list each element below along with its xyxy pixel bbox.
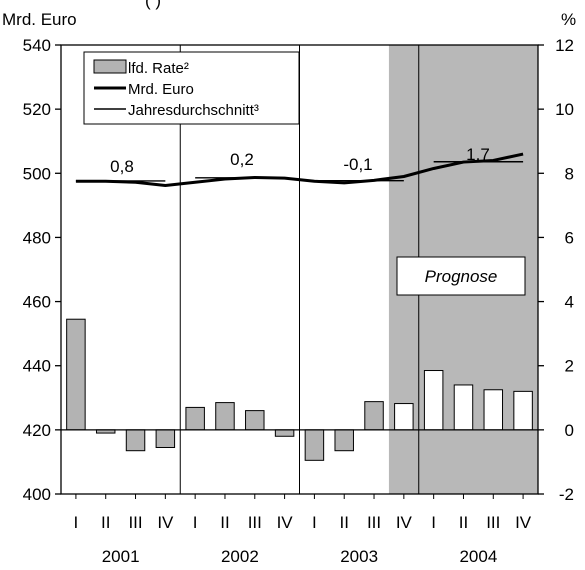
bar — [125, 429, 146, 452]
bar — [453, 384, 474, 431]
bar — [483, 389, 504, 431]
bar — [364, 401, 384, 431]
quarter-label: IV — [157, 513, 174, 532]
bar — [155, 429, 176, 448]
year-label: 2002 — [221, 547, 259, 566]
right-tick-label: 10 — [555, 100, 574, 119]
right-tick-label: 0 — [565, 421, 574, 440]
plot-frame — [60, 44, 539, 495]
quarter-label: II — [339, 513, 348, 532]
legend-label-average: Jahresdurchschnitt³ — [128, 102, 259, 119]
quarter-label: IV — [515, 513, 532, 532]
left-tick-label: 400 — [23, 485, 51, 504]
forecast-label-box — [396, 256, 526, 296]
quarter-label: III — [367, 513, 381, 532]
right-tick-label: 2 — [565, 357, 574, 376]
left-tick-label: 540 — [23, 36, 51, 55]
annotation-rate: 0,8 — [110, 157, 134, 176]
quarter-label: I — [193, 513, 198, 532]
series-line-mrd-euro — [75, 152, 524, 187]
right-axis-unit: % — [561, 10, 576, 29]
bar — [215, 402, 235, 431]
quarter-label: II — [459, 513, 468, 532]
annotation-rate: 1,7 — [466, 145, 490, 164]
year-label: 2003 — [340, 547, 378, 566]
right-tick-label: 12 — [555, 36, 574, 55]
bar — [334, 429, 354, 452]
quarter-label: IV — [277, 513, 294, 532]
legend-label-mrd: Mrd. Euro — [128, 81, 194, 98]
bar — [66, 318, 86, 431]
quarter-label: III — [248, 513, 262, 532]
right-tick-label: 4 — [565, 293, 574, 312]
quarter-label: III — [128, 513, 142, 532]
quarter-label: I — [74, 513, 79, 532]
quarter-label: III — [486, 513, 500, 532]
left-tick-label: 520 — [23, 100, 51, 119]
year-label: 2004 — [459, 547, 497, 566]
bar — [274, 429, 295, 437]
annotation-rate: 0,2 — [230, 150, 254, 169]
quarter-label: II — [220, 513, 229, 532]
quarter-label: I — [312, 513, 317, 532]
bar — [304, 429, 325, 461]
left-tick-label: 420 — [23, 421, 51, 440]
left-tick-label: 440 — [23, 357, 51, 376]
left-tick-label: 480 — [23, 228, 51, 247]
quarter-label: I — [431, 513, 436, 532]
left-tick-label: 460 — [23, 293, 51, 312]
year-label: 2001 — [102, 547, 140, 566]
left-tick-label: 500 — [23, 164, 51, 183]
right-tick-label: -2 — [559, 485, 574, 504]
legend-swatch-bar — [93, 59, 127, 74]
legend-label-rate: lfd. Rate² — [128, 60, 189, 77]
annotation-rate: -0,1 — [343, 155, 372, 174]
right-tick-label: 8 — [565, 164, 574, 183]
right-tick-label: 6 — [565, 228, 574, 247]
quarter-label: IV — [396, 513, 413, 532]
left-axis-unit: Mrd. Euro — [2, 10, 77, 29]
quarter-label: II — [101, 513, 110, 532]
bar — [423, 370, 444, 431]
bar — [245, 410, 265, 431]
forecast-label: Prognose — [425, 267, 498, 286]
chart-title-fragment: ( ) — [145, 0, 161, 10]
bar — [185, 406, 205, 431]
bar — [513, 390, 533, 431]
bar — [394, 403, 414, 431]
